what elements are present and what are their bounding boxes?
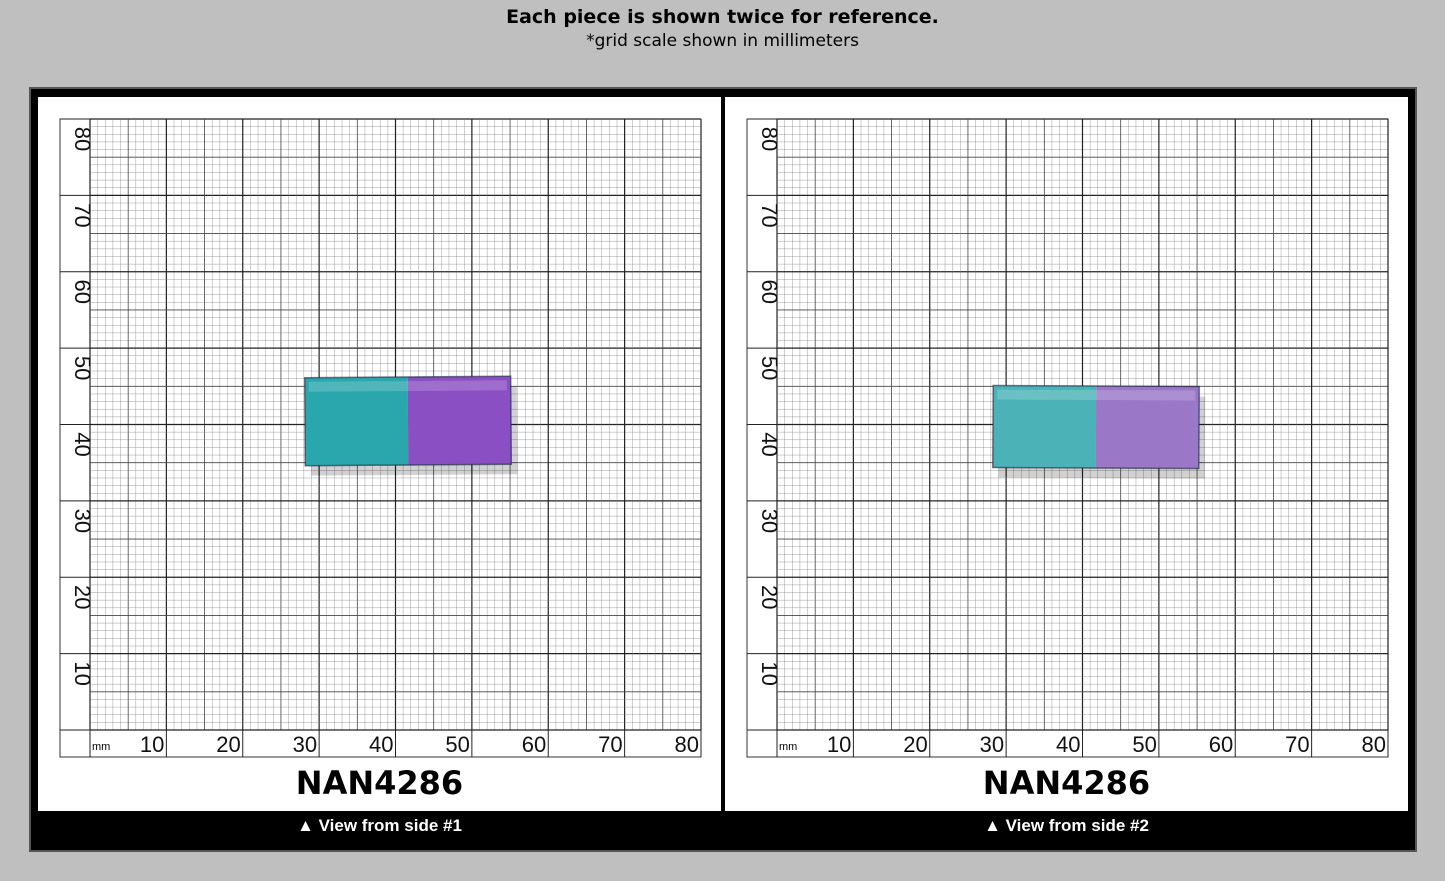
x-tick-label: 50 xyxy=(1132,732,1156,757)
glass-specimen xyxy=(992,384,1206,479)
unit-label: mm xyxy=(92,741,110,753)
caption-side-2: ▲ View from side #2 xyxy=(984,816,1149,835)
specimen-code: NAN4286 xyxy=(295,764,464,802)
y-tick-label: 80 xyxy=(757,127,782,151)
y-tick-label: 10 xyxy=(70,661,95,685)
y-tick-label: 70 xyxy=(757,203,782,227)
x-tick-label: 30 xyxy=(293,732,317,757)
y-tick-label: 60 xyxy=(70,280,95,304)
caption-side-1: ▲ View from side #1 xyxy=(297,816,462,835)
header: Each piece is shown twice for reference.… xyxy=(0,4,1445,52)
x-tick-label: 80 xyxy=(675,732,699,757)
unit-label: mm xyxy=(779,741,797,753)
x-tick-label: 20 xyxy=(216,732,240,757)
photo-frame: mm 10 20 30 40 50 60 70 80 10 20 30 40 50 60 70 80 NAN42… xyxy=(29,87,1417,852)
grid-photo-side-2: mm 10 20 30 40 50 60 70 80 10 20 30 40 50 60 70 80 xyxy=(746,118,1389,758)
header-subtitle: *grid scale shown in millimeters xyxy=(586,31,859,51)
y-tick-label: 40 xyxy=(70,432,95,456)
y-tick-label: 50 xyxy=(70,356,95,380)
y-tick-label: 30 xyxy=(757,509,782,533)
y-tick-label: 10 xyxy=(757,661,782,685)
y-tick-label: 20 xyxy=(757,585,782,609)
y-tick-label: 50 xyxy=(757,356,782,380)
y-tick-label: 20 xyxy=(70,585,95,609)
y-tick-label: 70 xyxy=(70,203,95,227)
x-tick-label: 50 xyxy=(445,732,469,757)
x-tick-label: 10 xyxy=(140,732,164,757)
x-tick-label: 60 xyxy=(522,732,546,757)
x-tick-label: 70 xyxy=(598,732,622,757)
grid-photo-side-1: mm 10 20 30 40 50 60 70 80 10 20 30 40 50 60 70 80 xyxy=(59,118,702,758)
x-tick-label: 80 xyxy=(1362,732,1386,757)
specimen-code: NAN4286 xyxy=(982,764,1151,802)
header-title: Each piece is shown twice for reference. xyxy=(506,6,939,28)
x-tick-label: 30 xyxy=(980,732,1004,757)
y-tick-label: 60 xyxy=(757,280,782,304)
y-tick-label: 30 xyxy=(70,509,95,533)
panel-side-1: mm 10 20 30 40 50 60 70 80 10 20 30 40 50 60 70 80 NAN42… xyxy=(38,97,721,811)
glass-specimen xyxy=(303,375,518,476)
panel-side-2: mm 10 20 30 40 50 60 70 80 10 20 30 40 50 60 70 80 NAN42… xyxy=(725,97,1408,811)
y-tick-label: 40 xyxy=(757,432,782,456)
x-tick-label: 60 xyxy=(1209,732,1233,757)
x-tick-label: 40 xyxy=(1056,732,1080,757)
x-tick-label: 40 xyxy=(369,732,393,757)
x-tick-label: 70 xyxy=(1285,732,1309,757)
x-tick-label: 10 xyxy=(827,732,851,757)
x-tick-label: 20 xyxy=(903,732,927,757)
y-tick-label: 80 xyxy=(70,127,95,151)
